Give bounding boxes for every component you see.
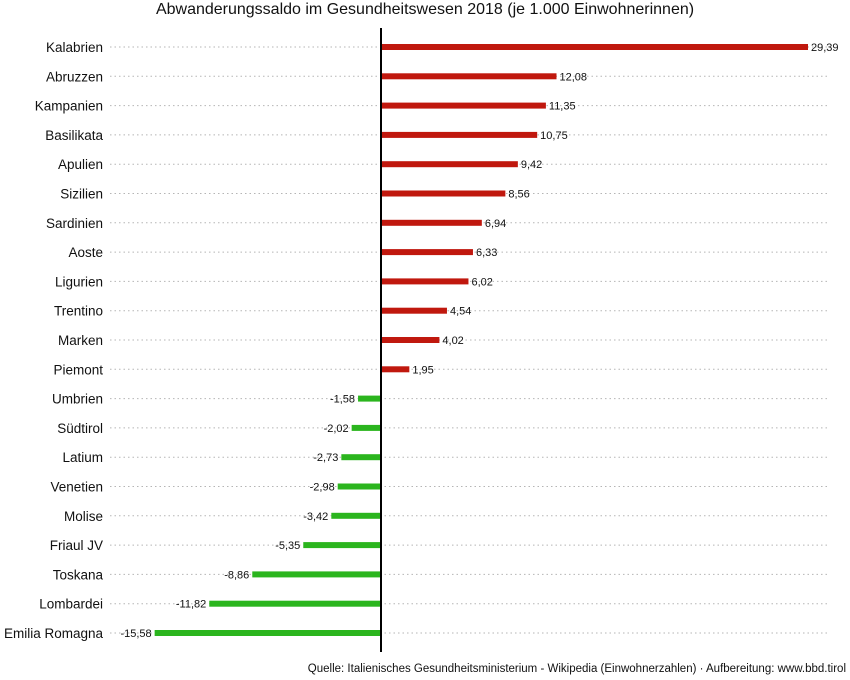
category-label: Molise [64,509,103,524]
bar [381,131,538,138]
data-label: 1,95 [412,364,433,376]
bar [154,630,381,636]
bar [381,161,518,168]
bar [381,366,410,373]
data-label: -11,82 [176,599,206,611]
data-label: 29,39 [811,42,839,54]
category-label: Abruzzen [46,69,103,84]
category-label: Piemont [53,362,103,377]
bar [381,307,447,314]
bar [381,190,506,197]
category-label: Kalabrien [46,40,103,55]
bar [252,571,381,578]
data-label: 9,42 [521,159,542,171]
category-label: Latium [62,450,103,465]
data-label: 11,35 [549,101,576,113]
bar [381,249,473,256]
category-label: Ligurien [55,274,103,289]
category-label: Trentino [54,304,103,319]
data-label: 12,08 [560,71,588,83]
bar [381,337,440,343]
bar [341,454,381,461]
category-label: Sardinien [46,216,103,231]
category-label: Marken [58,333,103,348]
data-label: 6,94 [485,218,506,230]
chart-source-note: Quelle: Italienisches Gesundheitsministe… [307,663,846,675]
category-label: Aoste [68,245,103,260]
data-label: 4,54 [450,306,471,318]
category-label: Sizilien [60,187,103,202]
category-label: Venetien [50,480,103,495]
data-label: -2,73 [313,452,338,464]
category-label: Umbrien [52,392,103,407]
bar [381,73,557,80]
category-label: Kampanien [35,99,103,114]
bar [381,219,482,226]
chart-title: Abwanderungssaldo im Gesundheitswesen 20… [155,1,695,18]
category-label: Apulien [58,157,103,172]
data-label: -15,58 [120,628,151,640]
bar [381,44,808,50]
category-label: Lombardei [39,597,103,612]
bar [337,483,381,490]
bar [351,424,381,431]
data-label: 8,56 [508,189,529,201]
bar [331,512,381,519]
category-label: Friaul JV [50,538,103,553]
bar [209,600,381,607]
bar [381,102,546,109]
data-label: -2,02 [324,423,349,435]
data-label: -2,98 [310,482,335,494]
data-label: 4,02 [442,335,463,347]
category-label: Toskana [53,567,104,582]
data-label: 10,75 [540,130,568,142]
category-label: Emilia Romagna [4,626,104,641]
data-label: -5,35 [275,540,300,552]
bar [358,395,381,402]
data-label: 6,33 [476,247,497,259]
category-label: Südtirol [57,421,103,436]
category-label: Basilikata [45,128,103,143]
bar [381,278,469,285]
data-label: -1,58 [330,394,355,406]
data-label: -3,42 [303,511,328,523]
bar [303,542,381,549]
data-label: 6,02 [471,276,492,288]
data-label: -8,86 [224,569,249,581]
